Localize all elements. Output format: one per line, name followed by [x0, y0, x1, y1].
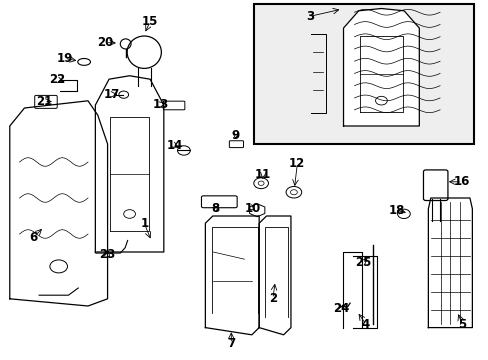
- Text: 16: 16: [453, 175, 469, 188]
- Polygon shape: [205, 216, 259, 335]
- FancyBboxPatch shape: [254, 4, 473, 144]
- Text: 18: 18: [388, 204, 405, 217]
- Text: 9: 9: [231, 129, 239, 141]
- Polygon shape: [259, 216, 290, 335]
- Text: 5: 5: [457, 318, 465, 330]
- Text: 21: 21: [36, 95, 52, 108]
- Text: 24: 24: [332, 302, 349, 315]
- Circle shape: [258, 181, 264, 185]
- Polygon shape: [10, 101, 107, 306]
- Text: 20: 20: [97, 36, 114, 49]
- Text: 17: 17: [103, 88, 120, 101]
- Text: 19: 19: [56, 52, 73, 65]
- Text: 7: 7: [227, 337, 235, 350]
- Text: 25: 25: [354, 256, 371, 269]
- Circle shape: [253, 178, 268, 189]
- Text: 4: 4: [361, 318, 369, 330]
- Circle shape: [290, 190, 297, 195]
- Text: 1: 1: [140, 217, 148, 230]
- Polygon shape: [427, 198, 471, 328]
- Text: 2: 2: [268, 292, 276, 305]
- Polygon shape: [95, 76, 163, 252]
- Text: 22: 22: [49, 73, 66, 86]
- Ellipse shape: [127, 36, 161, 68]
- Text: 3: 3: [306, 10, 314, 23]
- Circle shape: [285, 186, 301, 198]
- Text: 11: 11: [254, 168, 271, 181]
- Text: 14: 14: [166, 139, 183, 152]
- Text: 8: 8: [211, 202, 219, 215]
- FancyBboxPatch shape: [201, 196, 237, 208]
- Text: 13: 13: [152, 98, 168, 111]
- Circle shape: [397, 209, 409, 219]
- Text: 10: 10: [244, 202, 261, 215]
- Text: 15: 15: [142, 15, 158, 28]
- Text: 6: 6: [29, 231, 37, 244]
- FancyBboxPatch shape: [423, 170, 447, 201]
- Text: 12: 12: [288, 157, 305, 170]
- Text: 23: 23: [99, 248, 116, 261]
- Polygon shape: [343, 9, 419, 126]
